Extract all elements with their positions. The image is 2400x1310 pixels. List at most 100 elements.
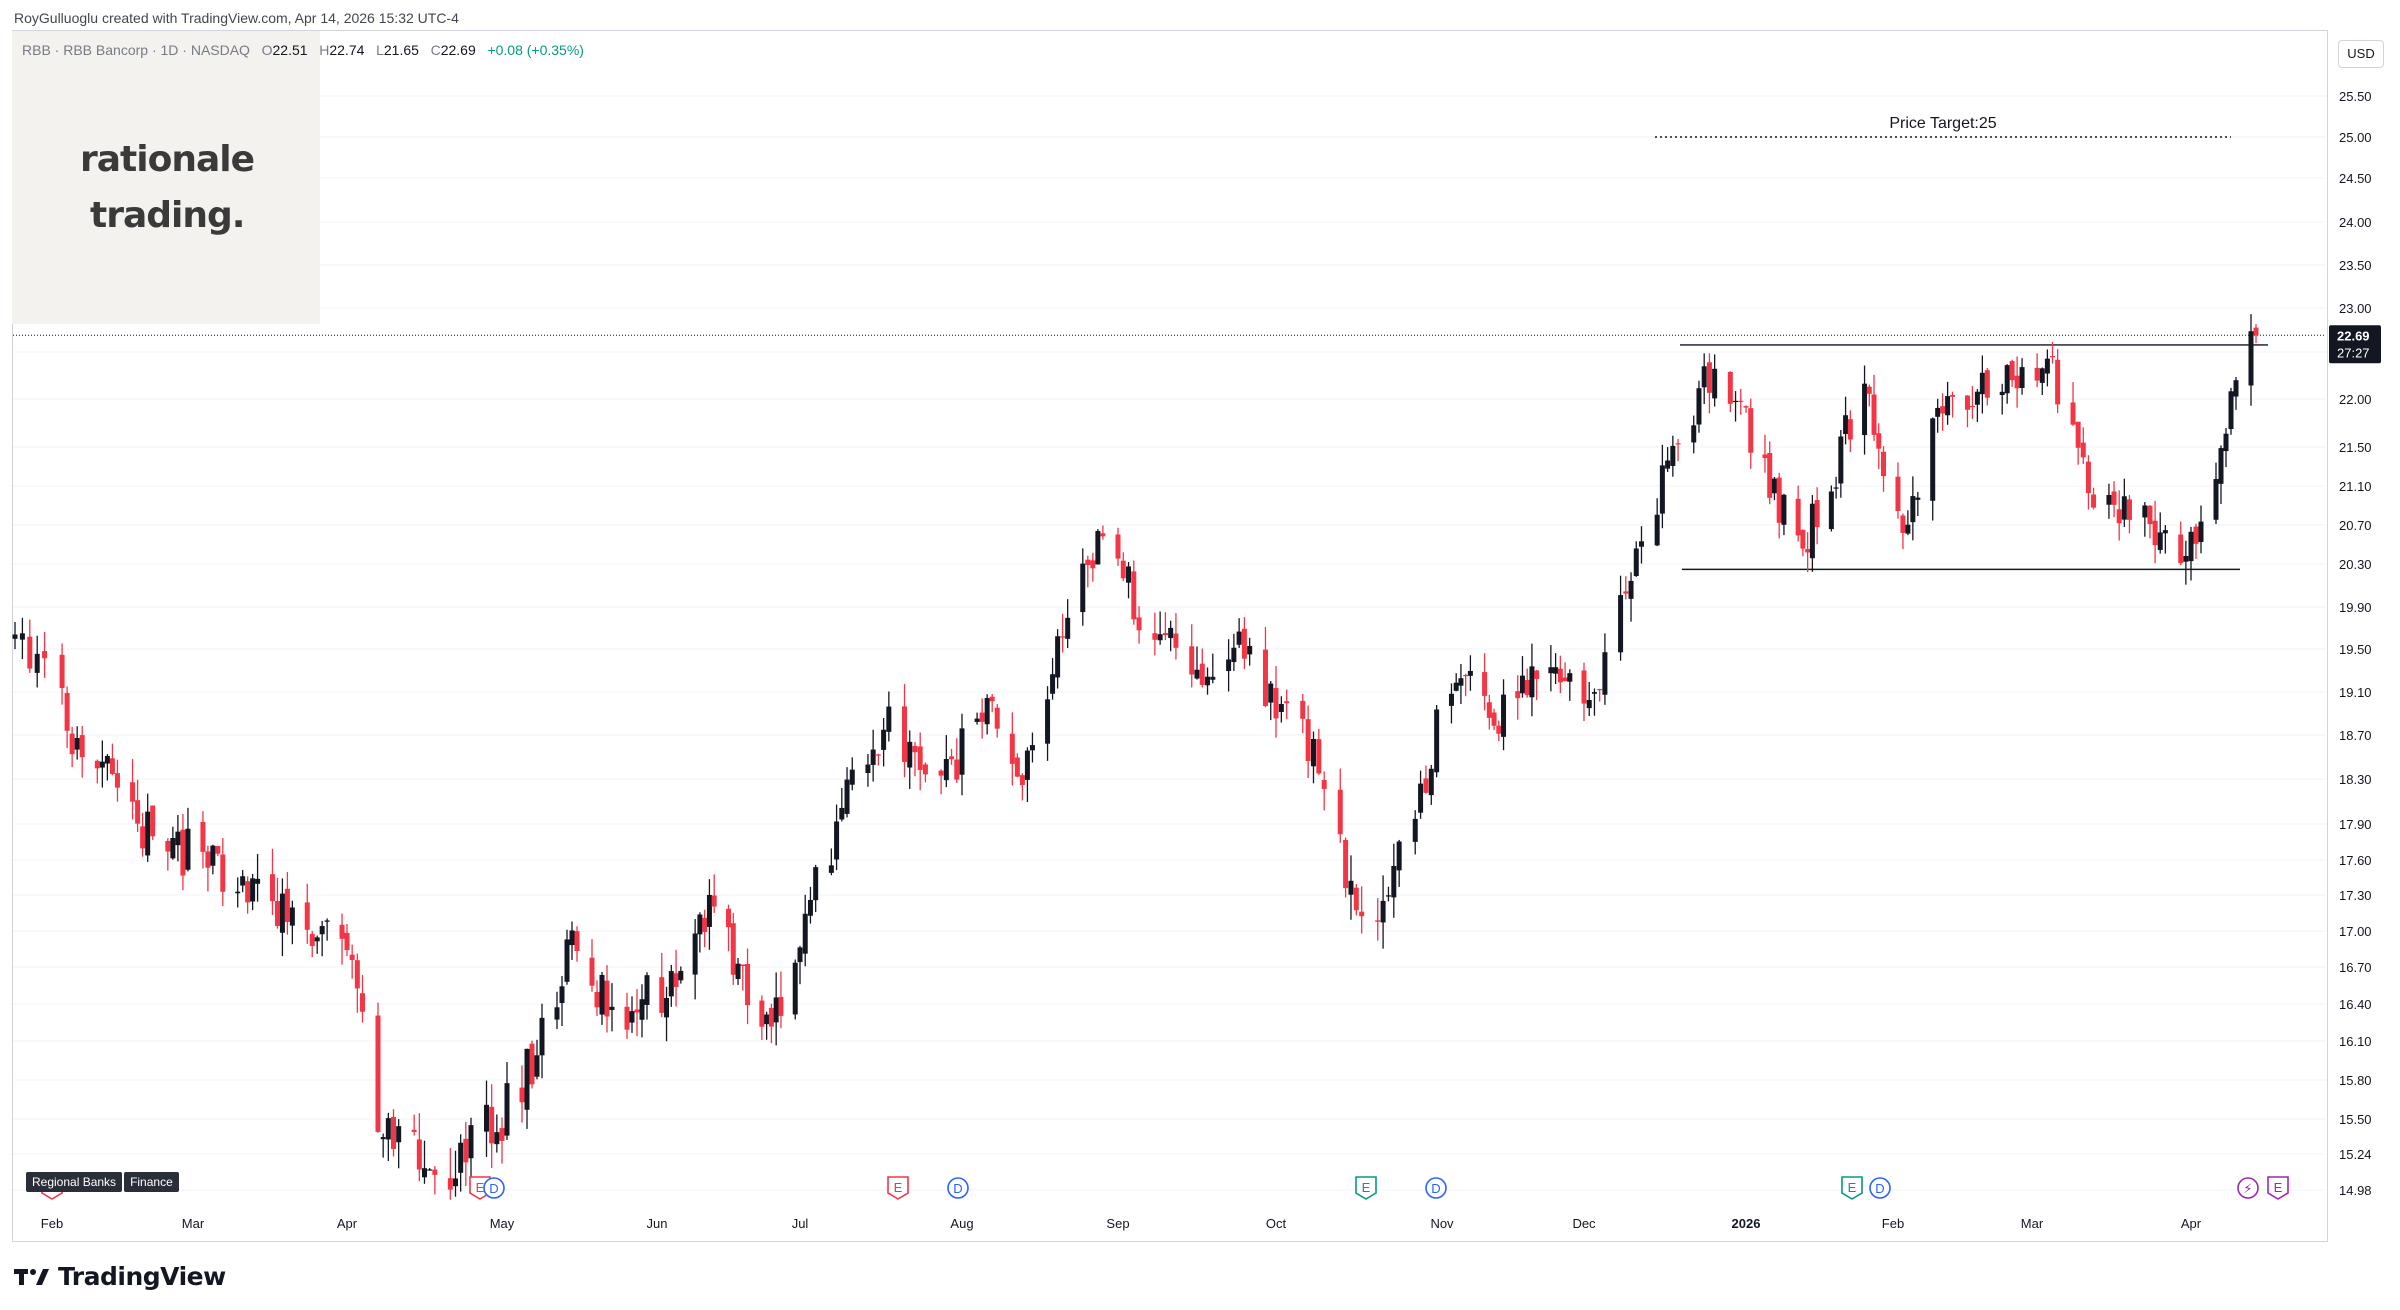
candle-body — [943, 759, 949, 781]
currency-button[interactable]: USD — [2338, 40, 2384, 68]
candle-body — [1321, 779, 1327, 790]
candle-body — [1014, 757, 1020, 777]
industry-badge[interactable]: Finance — [124, 1172, 179, 1192]
candle-body — [1767, 452, 1773, 498]
candle-body — [180, 829, 186, 876]
candle-body — [1748, 408, 1754, 453]
candle-body — [175, 831, 181, 846]
candle-body — [1423, 778, 1429, 793]
candle-body — [279, 893, 285, 933]
price-tick-label: 17.00 — [2339, 924, 2372, 939]
candle-body — [1900, 515, 1906, 533]
price-tick-label: 16.40 — [2339, 997, 2372, 1012]
candle-body — [1050, 674, 1056, 694]
candle-body — [447, 1178, 453, 1190]
candle-body — [902, 706, 908, 762]
candle-body — [269, 874, 275, 902]
candle-body — [1727, 371, 1733, 404]
legend-high: 22.74 — [329, 42, 365, 58]
candle-body — [1095, 530, 1101, 565]
candle-body — [1800, 529, 1806, 549]
candle-body — [1247, 645, 1253, 655]
candle-body — [1814, 500, 1820, 528]
candle-body — [1194, 669, 1200, 679]
candle-body — [1654, 514, 1660, 546]
candle-body — [1009, 733, 1015, 764]
candle-body — [1162, 633, 1168, 636]
candle-body — [745, 963, 751, 1006]
candle-body — [2188, 531, 2194, 562]
time-tick-label: Feb — [41, 1216, 63, 1231]
candle-body — [1173, 633, 1179, 648]
candle-body — [1738, 400, 1744, 402]
candle-body — [1515, 691, 1521, 699]
candle-body — [870, 749, 876, 765]
candle-body — [1152, 633, 1158, 640]
candle-body — [702, 917, 708, 932]
candle-body — [1486, 702, 1492, 718]
candle-body — [104, 755, 110, 764]
candle-body — [2009, 361, 2015, 381]
candle-body — [1482, 672, 1488, 696]
candle-body — [564, 939, 570, 982]
earnings-icon — [1841, 1176, 1863, 1200]
candle-body — [1065, 617, 1071, 639]
candle-body — [1168, 627, 1174, 639]
earnings-icon-label: E — [894, 1180, 903, 1195]
sector-badge[interactable]: Regional Banks — [26, 1172, 123, 1192]
symbol-legend[interactable]: RBB · RBB Bancorp · 1D · NASDAQ O22.51 H… — [22, 42, 584, 58]
time-tick-label: May — [490, 1216, 515, 1231]
candle-body — [1553, 667, 1559, 674]
candle-body — [1771, 478, 1777, 494]
candle-body — [1284, 701, 1290, 704]
earnings-icon — [1355, 1176, 1377, 1200]
candle-body — [2152, 520, 2158, 546]
candle-body — [2248, 331, 2254, 386]
candle-body — [19, 633, 25, 640]
candle-body — [1126, 566, 1132, 583]
tradingview-footer[interactable]: TradingView — [14, 1262, 226, 1291]
tradingview-wordmark: TradingView — [58, 1262, 226, 1291]
candle-body — [1316, 739, 1322, 774]
candle-body — [130, 782, 136, 802]
candle-body — [411, 1129, 417, 1132]
price-tick-label: 18.30 — [2339, 772, 2372, 787]
candle-body — [2085, 461, 2091, 494]
candle-body — [1562, 677, 1568, 682]
candle-body — [1733, 400, 1739, 403]
price-tick-label: 18.70 — [2339, 728, 2372, 743]
price-tick-label: 24.50 — [2339, 171, 2372, 186]
candle-body — [1974, 391, 1980, 405]
candle-body — [574, 931, 580, 952]
candle-body — [659, 977, 665, 1013]
candle-body — [979, 712, 985, 722]
candle-body — [458, 1142, 464, 1173]
dividend-icon — [1425, 1177, 1447, 1199]
candle-body — [1273, 688, 1279, 719]
candle-body — [1876, 433, 1882, 449]
candle-body — [94, 760, 100, 769]
candle-body — [1781, 494, 1787, 525]
candle-body — [1915, 497, 1921, 500]
candle-body — [1581, 670, 1587, 704]
candle-body — [1618, 595, 1624, 653]
price-axis: 25.5025.0024.5024.0023.5023.0022.5022.00… — [2339, 89, 2372, 1198]
candle-body — [599, 974, 605, 1015]
candle-body — [673, 973, 679, 988]
candle-body — [165, 840, 171, 852]
candle-body — [2233, 380, 2239, 397]
candle-body — [344, 932, 350, 951]
split-icon — [2237, 1177, 2259, 1199]
candle-body — [594, 991, 600, 1008]
candle-body — [764, 1014, 770, 1025]
candle-body — [1226, 659, 1232, 672]
candle-body — [360, 993, 365, 1012]
last-price-value: 22.69 — [2337, 328, 2370, 343]
dividend-icon-label: D — [1875, 1181, 1884, 1196]
candle-body — [839, 807, 845, 820]
candle-body — [559, 986, 565, 1003]
price-tick-label: 24.00 — [2339, 215, 2372, 230]
candle-body — [1210, 676, 1216, 680]
candle-body — [711, 895, 717, 907]
